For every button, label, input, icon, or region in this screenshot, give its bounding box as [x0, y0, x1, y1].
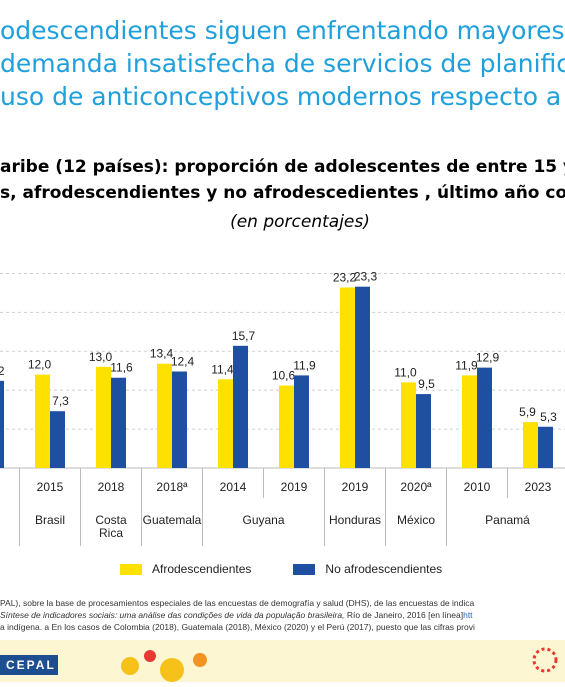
- bar-no-afro: [477, 367, 492, 468]
- data-label: 11,6: [110, 361, 133, 375]
- bar-chart: ,2a12,07,3201513,011,6201813,412,42018ª1…: [0, 270, 565, 546]
- source-link[interactable]: htt: [463, 610, 473, 620]
- data-label: 5,3: [540, 410, 557, 424]
- footer-dot: [193, 653, 207, 667]
- legend-label-no-afro: No afrodescendientes: [325, 562, 443, 576]
- bar-no-afro: [355, 286, 370, 468]
- source-line: PAL), sobre la base de procesamientos es…: [0, 598, 475, 608]
- bar-no-afro: [416, 394, 431, 468]
- source-line: Síntese de indicadores sociais: uma anál…: [0, 609, 565, 621]
- data-label: 11,4: [211, 362, 234, 376]
- legend-swatch-afro: [120, 563, 142, 575]
- data-label: 11,9: [293, 358, 316, 372]
- x-tick-label: 2015: [37, 480, 64, 494]
- footer-dot: [121, 657, 139, 675]
- data-label: 13,0: [89, 350, 113, 364]
- data-label: 5,9: [519, 405, 536, 419]
- data-label: 12,4: [171, 355, 195, 369]
- x-tick-label: 2010: [464, 480, 491, 494]
- bar-no-afro: [50, 411, 65, 468]
- x-tick-label: 2019: [342, 480, 369, 494]
- bar-no-afro: [233, 345, 248, 468]
- source-publication: Síntese de indicadores sociais: uma anál…: [0, 610, 345, 620]
- x-tick-label: 2018: [98, 480, 125, 494]
- chart-title: aribe (12 países): proporción de adolesc…: [0, 154, 565, 206]
- bar-afro: [462, 375, 477, 468]
- bar-afro: [523, 422, 538, 468]
- bar-afro: [157, 363, 172, 468]
- country-label: Guatemala: [143, 513, 202, 527]
- data-label: 12,0: [28, 358, 52, 372]
- footer-emblem: [532, 647, 558, 673]
- legend-entry-no-afro: No afrodescendientes: [293, 562, 442, 576]
- country-label: México: [397, 513, 435, 527]
- bar-afro: [340, 287, 355, 468]
- footer-dot: [160, 658, 184, 682]
- slide-footer: [0, 640, 565, 682]
- bar-afro: [401, 382, 416, 468]
- slide-title: odescendientes siguen enfrentando mayore…: [0, 14, 565, 113]
- data-label: 7,3: [52, 394, 69, 408]
- slide-title-line: uso de anticonceptivos modernos respecto…: [0, 82, 565, 111]
- bar-afro: [218, 379, 233, 468]
- slide-title-line: odescendientes siguen enfrentando mayore…: [0, 16, 565, 45]
- x-tick-label: 2014: [220, 480, 247, 494]
- country-label: Guyana: [242, 513, 284, 527]
- source-line: a indígena. a En los casos de Colombia (…: [0, 622, 475, 632]
- country-label: Honduras: [329, 513, 381, 527]
- x-tick-label: 2020ª: [400, 480, 432, 494]
- data-label: 11,0: [394, 365, 417, 379]
- data-label: 10,6: [272, 369, 296, 383]
- bar-no-afro: [0, 380, 4, 468]
- data-label: ,2: [0, 364, 5, 378]
- country-label: Panamá: [485, 513, 530, 527]
- cepal-logo: CEPAL: [0, 655, 58, 675]
- bar-afro: [35, 374, 50, 468]
- chart-units: (en porcentajes): [230, 212, 370, 232]
- slide-title-line: demanda insatisfecha de servicios de pla…: [0, 49, 565, 78]
- data-label: 23,2: [333, 270, 357, 284]
- data-label: 9,5: [418, 377, 435, 391]
- data-label: 11,9: [455, 358, 478, 372]
- data-label: 15,7: [232, 329, 256, 343]
- bar-afro: [279, 385, 294, 468]
- x-tick-label: 2019: [281, 480, 308, 494]
- footer-decoration: [121, 647, 558, 682]
- chart-title-line: s, afrodescendientes y no afrodescedient…: [0, 183, 565, 203]
- legend-swatch-no-afro: [293, 563, 316, 575]
- country-label: Costa: [95, 513, 127, 527]
- footer-dot: [144, 650, 156, 662]
- bar-no-afro: [538, 426, 553, 468]
- chart-legend: Afrodescendientes No afrodescendientes: [120, 562, 484, 576]
- chart-title-line: aribe (12 países): proporción de adolesc…: [0, 157, 565, 177]
- bar-afro: [96, 366, 111, 468]
- legend-label-afro: Afrodescendientes: [152, 562, 252, 576]
- bar-no-afro: [172, 371, 187, 468]
- source-note: PAL), sobre la base de procesamientos es…: [0, 597, 565, 633]
- country-label: Rica: [99, 526, 123, 540]
- data-label: 23,3: [354, 270, 378, 284]
- bar-no-afro: [111, 377, 126, 468]
- legend-entry-afro: Afrodescendientes: [120, 562, 251, 576]
- x-tick-label: 2018ª: [156, 480, 188, 494]
- source-line-rest: Río de Janeiro, 2016 [en línea]: [344, 610, 464, 620]
- bar-no-afro: [294, 375, 309, 468]
- data-label: 12,9: [476, 351, 500, 365]
- data-label: 13,4: [150, 347, 174, 361]
- country-label: Brasil: [35, 513, 65, 527]
- x-tick-label: 2023: [525, 480, 552, 494]
